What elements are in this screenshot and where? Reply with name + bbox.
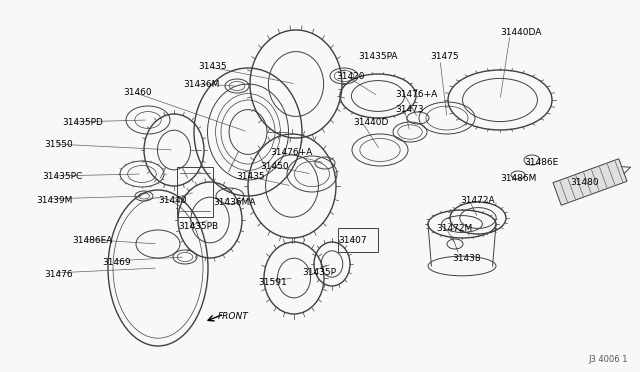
Text: 31435: 31435 (236, 172, 264, 181)
Text: 31486EA: 31486EA (72, 236, 113, 245)
Text: 31435P: 31435P (302, 268, 336, 277)
Text: 31460: 31460 (123, 88, 152, 97)
Polygon shape (553, 159, 627, 205)
Text: 31440D: 31440D (353, 118, 388, 127)
Text: 31439M: 31439M (36, 196, 72, 205)
Text: 31435: 31435 (198, 62, 227, 71)
Text: 31473: 31473 (395, 105, 424, 114)
Text: 31450: 31450 (260, 162, 289, 171)
Text: 31480: 31480 (570, 178, 598, 187)
Text: 31438: 31438 (452, 254, 481, 263)
Text: 31469: 31469 (102, 258, 131, 267)
Text: 31475: 31475 (430, 52, 459, 61)
Text: J3 4006 1: J3 4006 1 (589, 355, 628, 364)
Text: 31476+A: 31476+A (270, 148, 312, 157)
Text: 31420: 31420 (336, 72, 365, 81)
Text: 31476+A: 31476+A (395, 90, 437, 99)
Text: 31407: 31407 (338, 236, 367, 245)
Text: 31550: 31550 (44, 140, 73, 149)
Text: 31436MA: 31436MA (213, 198, 255, 207)
Text: 31472A: 31472A (460, 196, 495, 205)
Text: 31435PB: 31435PB (178, 222, 218, 231)
Text: 31440DA: 31440DA (500, 28, 541, 37)
Text: 31486M: 31486M (500, 174, 536, 183)
Bar (177, 167, 213, 217)
Text: 31435PC: 31435PC (42, 172, 83, 181)
Text: 31476: 31476 (44, 270, 72, 279)
Text: 31472M: 31472M (436, 224, 472, 233)
Text: 31436M: 31436M (183, 80, 220, 89)
Bar (338, 228, 378, 252)
Text: FRONT: FRONT (218, 312, 249, 321)
Text: 31486E: 31486E (524, 158, 558, 167)
Text: 31435PA: 31435PA (358, 52, 397, 61)
Text: 31591: 31591 (258, 278, 287, 287)
Text: 31435PD: 31435PD (62, 118, 103, 127)
Text: 31440: 31440 (158, 196, 186, 205)
